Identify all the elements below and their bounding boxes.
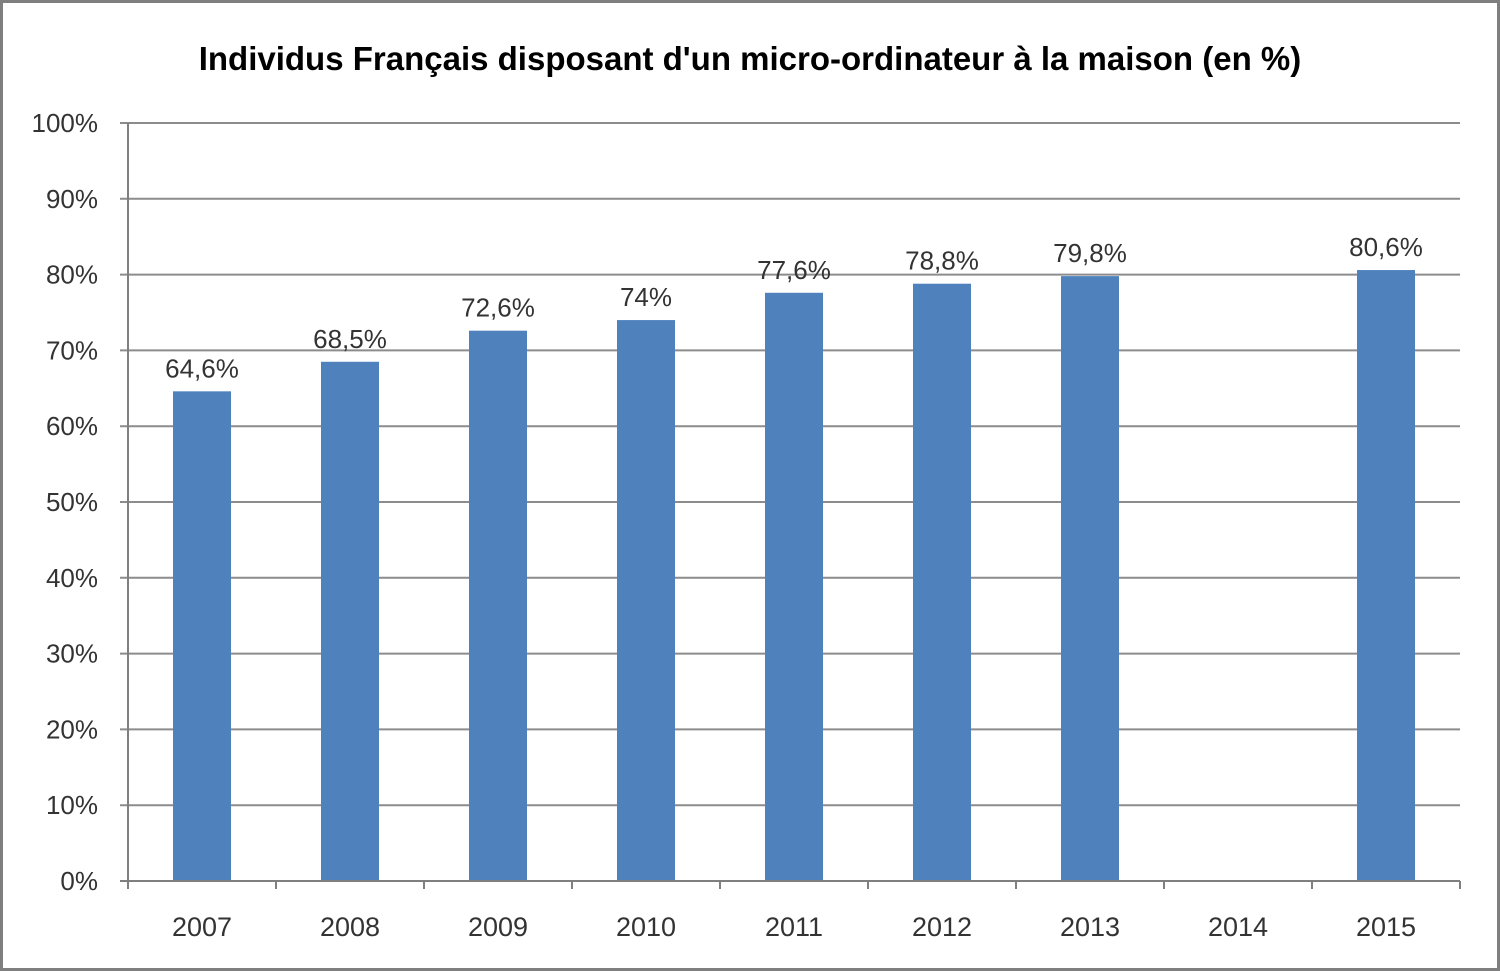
x-tick-label: 2009 [468, 912, 528, 942]
y-tick-label: 20% [46, 714, 98, 744]
y-tick-label: 40% [46, 563, 98, 593]
data-label-2011: 77,6% [757, 255, 831, 285]
x-tick-label: 2013 [1060, 912, 1120, 942]
x-tick-label: 2012 [912, 912, 972, 942]
bar-2011 [765, 292, 823, 881]
data-label-2008: 68,5% [313, 324, 387, 354]
y-tick-label: 70% [46, 335, 98, 365]
y-tick-label: 100% [32, 108, 99, 138]
y-axis-ticks: 0% 10% 20% 30% 40% 50% 60% 70% 80% 90% 100% [32, 108, 99, 896]
bar-2012 [913, 283, 971, 881]
x-tick-label: 2015 [1356, 912, 1416, 942]
x-tick-label: 2008 [320, 912, 380, 942]
y-tick-label: 0% [60, 866, 98, 896]
data-label-2012: 78,8% [905, 246, 979, 276]
x-tick-label: 2007 [172, 912, 232, 942]
bar-2007 [173, 391, 231, 881]
x-tick-label: 2011 [765, 912, 823, 942]
data-label-2009: 72,6% [461, 293, 535, 323]
y-tick-label: 50% [46, 487, 98, 517]
data-label-2013: 79,8% [1053, 238, 1127, 268]
bar-2015 [1357, 270, 1415, 881]
y-tick-label: 30% [46, 639, 98, 669]
data-labels: 64,6% 68,5% 72,6% 74% 77,6% 78,8% 79,8% 80,6% [165, 232, 1423, 383]
x-axis: 2007 2008 2009 2010 2011 2012 2013 2014 2015 [120, 123, 1461, 942]
data-label-2007: 64,6% [165, 353, 239, 383]
y-tick-label: 90% [46, 184, 98, 214]
y-tick-label: 60% [46, 411, 98, 441]
data-label-2015: 80,6% [1349, 232, 1423, 262]
bar-2009 [469, 330, 527, 881]
x-tick-label: 2014 [1208, 912, 1268, 942]
bars [173, 270, 1415, 882]
bar-2010 [617, 320, 675, 882]
y-tick-label: 80% [46, 260, 98, 290]
data-label-2010: 74% [620, 282, 672, 312]
bar-2008 [321, 361, 379, 881]
chart-title: Individus Français disposant d'un micro-… [198, 40, 1302, 77]
y-tick-label: 10% [46, 790, 98, 820]
x-tick-label: 2010 [616, 912, 676, 942]
bar-2013 [1061, 276, 1119, 882]
